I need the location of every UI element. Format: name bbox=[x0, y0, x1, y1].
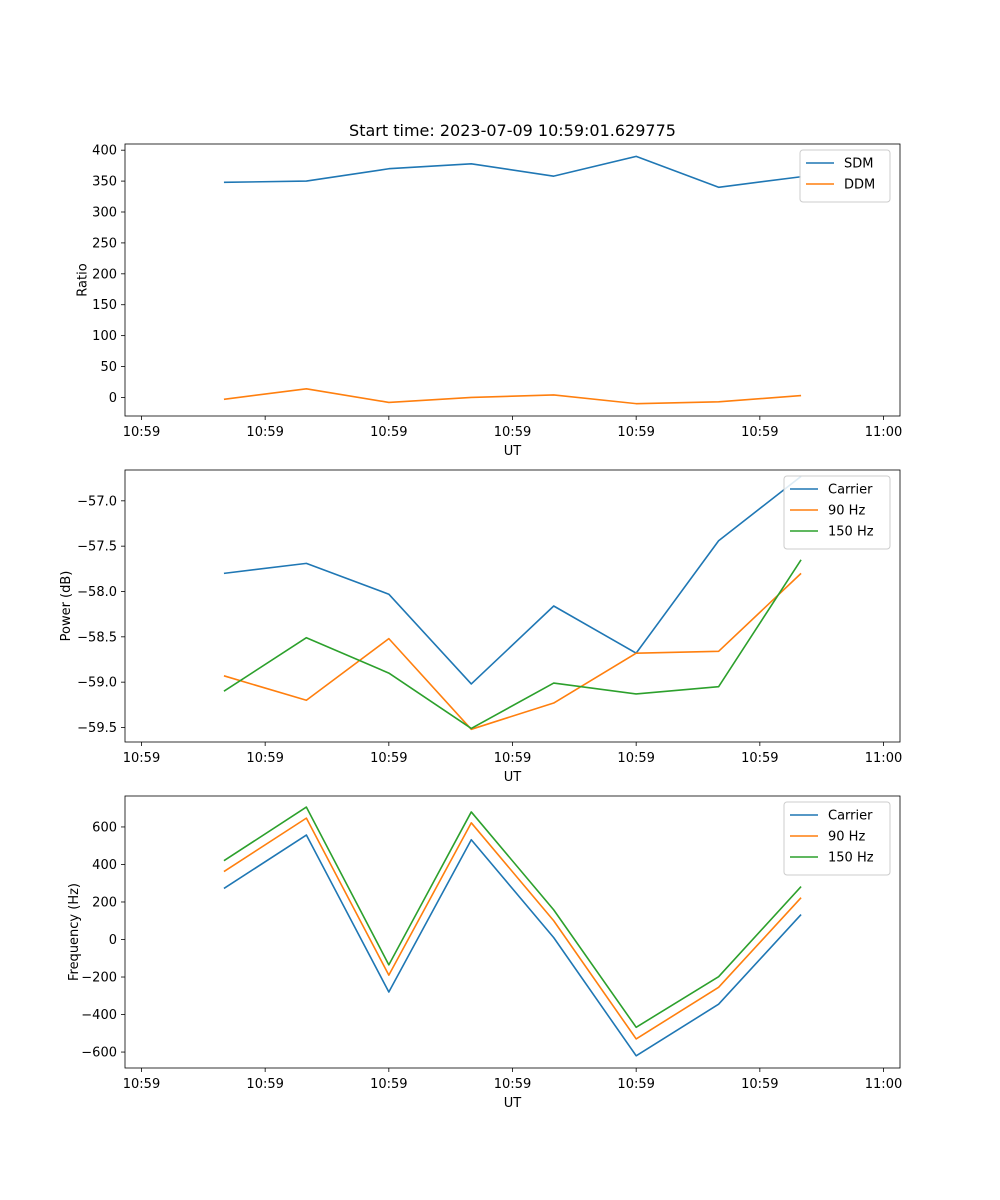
y-tick-label: −58.5 bbox=[77, 630, 117, 645]
chart-panel-2: 10:59 10:59 10:59 10:59 10:59 10:59 11:00 −59.5… bbox=[59, 469, 902, 785]
x-axis-label: UT bbox=[504, 770, 522, 785]
x-tick-label: 10:59 bbox=[617, 751, 654, 766]
x-tick-label: 10:59 bbox=[494, 751, 531, 766]
series-line-90-hz bbox=[223, 817, 802, 1040]
legend-label: DDM bbox=[844, 178, 875, 193]
y-tick-label: −600 bbox=[81, 1046, 117, 1061]
legend-label: 150 Hz bbox=[828, 851, 874, 866]
plot-area bbox=[125, 144, 900, 416]
legend-label: 90 Hz bbox=[828, 830, 865, 845]
series-line-ddm bbox=[223, 387, 802, 405]
x-tick-label: 10:59 bbox=[246, 1077, 283, 1092]
chart-panels: 10:59 10:59 10:59 10:59 10:59 10:59 11:00 0 50 10… bbox=[59, 121, 902, 1111]
legend: Carrier 90 Hz 150 Hz bbox=[783, 475, 891, 550]
y-tick-label: 50 bbox=[100, 360, 117, 375]
y-tick-label: −57.5 bbox=[77, 540, 117, 555]
x-tick-label: 10:59 bbox=[370, 1077, 407, 1092]
x-axis-label: UT bbox=[504, 1096, 522, 1111]
chart-panel-1: 10:59 10:59 10:59 10:59 10:59 10:59 11:00 0 50 10… bbox=[75, 121, 902, 459]
series-line-carrier bbox=[223, 475, 802, 685]
series-line-90-hz bbox=[223, 572, 802, 731]
x-tick-label: 10:59 bbox=[246, 751, 283, 766]
y-tick-label: −57.0 bbox=[77, 494, 117, 509]
x-tick-label: 10:59 bbox=[246, 425, 283, 440]
y-axis-label: Frequency (Hz) bbox=[67, 883, 82, 981]
y-tick-label: 400 bbox=[92, 144, 117, 159]
x-tick-label: 10:59 bbox=[741, 1077, 778, 1092]
x-tick-label: 11:00 bbox=[865, 425, 902, 440]
x-tick-label: 10:59 bbox=[494, 1077, 531, 1092]
legend: SDM DDM bbox=[799, 149, 891, 203]
y-axis-label: Ratio bbox=[75, 263, 90, 296]
x-tick-label: 10:59 bbox=[617, 1077, 654, 1092]
y-axis-label: Power (dB) bbox=[59, 571, 74, 642]
x-tick-label: 11:00 bbox=[865, 751, 902, 766]
y-tick-label: 200 bbox=[92, 895, 117, 910]
x-tick-label: 10:59 bbox=[370, 425, 407, 440]
y-tick-label: 0 bbox=[109, 933, 117, 948]
x-axis-label: UT bbox=[504, 444, 522, 459]
x-tick-label: 10:59 bbox=[123, 751, 160, 766]
legend-label: 150 Hz bbox=[828, 525, 874, 540]
y-tick-label: 300 bbox=[92, 206, 117, 221]
y-tick-label: 100 bbox=[92, 329, 117, 344]
y-tick-label: 200 bbox=[92, 267, 117, 282]
y-tick-label: 150 bbox=[92, 298, 117, 313]
legend-label: 90 Hz bbox=[828, 504, 865, 519]
legend-label: Carrier bbox=[828, 809, 873, 824]
x-tick-label: 10:59 bbox=[123, 425, 160, 440]
y-tick-label: 350 bbox=[92, 175, 117, 190]
y-tick-label: −59.0 bbox=[77, 676, 117, 691]
legend-label: SDM bbox=[844, 157, 873, 172]
chart-title: Start time: 2023-07-09 10:59:01.629775 bbox=[349, 121, 676, 140]
y-tick-label: 250 bbox=[92, 236, 117, 251]
legend: Carrier 90 Hz 150 Hz bbox=[783, 801, 891, 876]
x-tick-label: 10:59 bbox=[370, 751, 407, 766]
y-tick-label: −58.0 bbox=[77, 585, 117, 600]
plot-frame bbox=[124, 469, 901, 743]
y-tick-label: 600 bbox=[92, 820, 117, 835]
x-tick-label: 10:59 bbox=[123, 1077, 160, 1092]
series-line-150-hz bbox=[223, 559, 802, 730]
plot-frame bbox=[124, 795, 901, 1069]
chart-panel-3: 10:59 10:59 10:59 10:59 10:59 10:59 11:00 −600 −… bbox=[67, 795, 902, 1111]
y-tick-label: −200 bbox=[81, 971, 117, 986]
series-line-carrier bbox=[223, 834, 802, 1057]
plot-frame bbox=[124, 143, 901, 417]
series-line-150-hz bbox=[223, 806, 802, 1029]
y-tick-label: 0 bbox=[109, 391, 117, 406]
y-tick-label: 400 bbox=[92, 858, 117, 873]
x-tick-label: 10:59 bbox=[617, 425, 654, 440]
x-tick-label: 10:59 bbox=[741, 751, 778, 766]
y-tick-label: −400 bbox=[81, 1008, 117, 1023]
series-line-sdm bbox=[223, 155, 802, 189]
x-tick-label: 10:59 bbox=[741, 425, 778, 440]
x-tick-label: 11:00 bbox=[865, 1077, 902, 1092]
y-tick-label: −59.5 bbox=[77, 721, 117, 736]
legend-label: Carrier bbox=[828, 483, 873, 498]
x-tick-label: 10:59 bbox=[494, 425, 531, 440]
